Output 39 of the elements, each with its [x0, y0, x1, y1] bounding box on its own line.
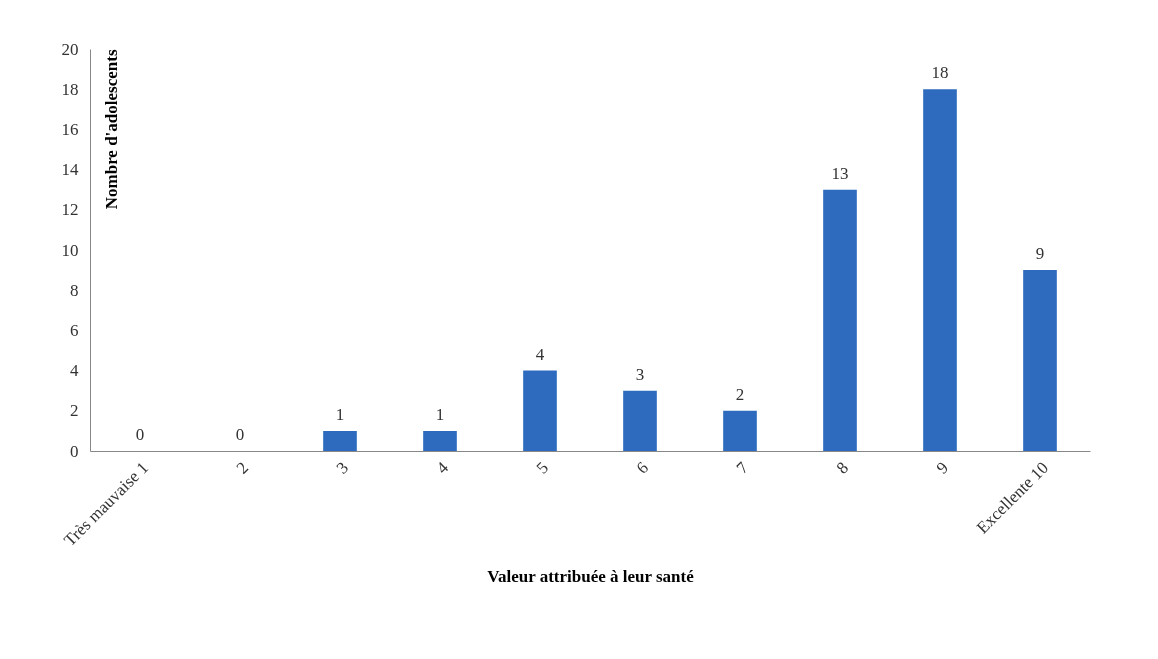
bar [723, 410, 757, 451]
x-axis-title: Valeur attribuée à leur santé [487, 567, 695, 587]
data-label: 9 [1035, 244, 1045, 264]
bar [1023, 270, 1057, 451]
y-tick-label: 0 [70, 441, 79, 461]
y-tick-label: 8 [70, 280, 79, 300]
x-tick-label: 6 [632, 458, 653, 478]
data-label: 2 [735, 384, 745, 404]
y-tick-label: 18 [61, 79, 79, 99]
x-tick-label: 7 [732, 457, 753, 478]
data-label: 1 [435, 404, 445, 424]
data-label: 3 [635, 364, 645, 384]
x-tick-label: 4 [432, 457, 453, 478]
bar [623, 390, 657, 451]
x-tick-label: 3 [332, 458, 353, 478]
y-axis-title: Nombre d'adolescents [101, 49, 121, 210]
bar [523, 370, 557, 451]
x-tick-label: 8 [832, 458, 853, 478]
data-label: 4 [535, 344, 545, 364]
y-tick-label: 16 [61, 119, 79, 139]
x-tick-label: 9 [932, 458, 953, 478]
y-tick-label: 4 [70, 361, 79, 381]
y-tick-label: 14 [61, 160, 79, 180]
x-tick-label: 2 [232, 458, 253, 478]
x-tick-label: 5 [532, 458, 553, 478]
y-tick-label: 20 [61, 39, 79, 59]
data-label: 0 [235, 425, 245, 444]
y-tick-label: 12 [61, 200, 79, 220]
data-label: 13 [831, 163, 849, 183]
y-tick-label: 6 [70, 320, 79, 340]
bar [323, 430, 357, 451]
bar [823, 189, 857, 451]
data-label: 0 [135, 425, 145, 444]
bar [423, 430, 457, 451]
y-tick-label: 2 [70, 401, 79, 421]
data-label: 1 [335, 404, 345, 424]
y-tick-label: 10 [61, 240, 79, 260]
data-label: 18 [931, 63, 949, 83]
bar [923, 89, 957, 451]
